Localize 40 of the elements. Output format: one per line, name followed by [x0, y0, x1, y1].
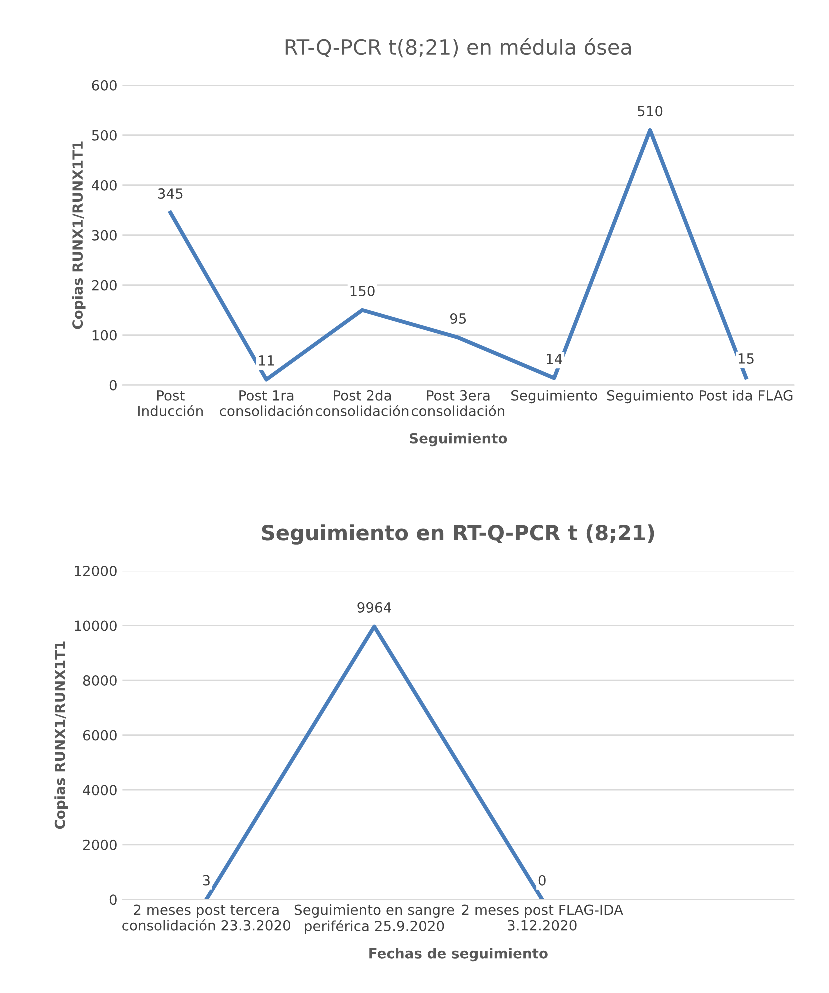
x-tick-label: Post 1ra consolidación	[220, 390, 313, 416]
data-label: 9964	[358, 602, 392, 613]
data-label: 510	[638, 106, 663, 117]
x-tick-label: Seguimiento	[607, 390, 694, 404]
data-label: 95	[450, 313, 466, 324]
x-tick-label: 2 meses post FLAG-IDA 3.12.2020	[462, 904, 624, 931]
x-axis-title: Seguimiento	[410, 433, 508, 447]
y-tick-label: 8000	[83, 676, 117, 686]
y-axis-title: Copias RUNX1/RUNX1T1	[54, 642, 68, 830]
data-label: 11	[259, 356, 274, 366]
y-tick-label: 12000	[75, 566, 117, 576]
x-tick-label: Post ida FLAG	[700, 390, 793, 401]
x-tick-label: Seguimiento	[512, 390, 598, 404]
y-tick-label: 200	[92, 280, 117, 291]
x-tick-label: 2 meses post tercera consolidación 23.3.2020	[122, 904, 291, 931]
y-tick-label: 100	[92, 330, 117, 341]
y-tick-label: 6000	[83, 730, 117, 741]
y-tick-label: 4000	[83, 785, 117, 796]
y-tick-label: 400	[92, 180, 117, 191]
chart-title: Seguimiento en RT-Q-PCR t (8;21)	[262, 524, 654, 545]
y-tick-label: 10000	[75, 620, 117, 632]
x-tick-label: Post 2da consolidación	[316, 390, 409, 416]
y-tick-label: 600	[92, 80, 117, 91]
data-label: 3	[203, 875, 210, 886]
chart-title: RT-Q-PCR t(8;21) en médula ósea	[286, 38, 632, 58]
y-axis-title: Copias RUNX1/RUNX1T1	[72, 142, 86, 330]
data-label: 345	[158, 188, 183, 200]
data-label: 150	[350, 286, 375, 297]
y-tick-label: 2000	[84, 840, 117, 850]
data-label: 0	[538, 875, 546, 886]
y-tick-label: 0	[110, 894, 117, 906]
x-axis-title: Fechas de seguimiento	[370, 948, 548, 962]
y-tick-label: 500	[92, 130, 117, 141]
y-tick-label: 300	[92, 230, 117, 241]
data-label: 14	[547, 354, 562, 364]
data-label: 15	[738, 354, 754, 364]
x-tick-label: Post 3era consolidación	[412, 390, 505, 416]
y-tick-label: 0	[110, 380, 117, 391]
x-tick-label: Seguimiento en sangre periférica 25.9.2020	[294, 904, 454, 934]
x-tick-label: Post Inducción	[138, 390, 203, 416]
